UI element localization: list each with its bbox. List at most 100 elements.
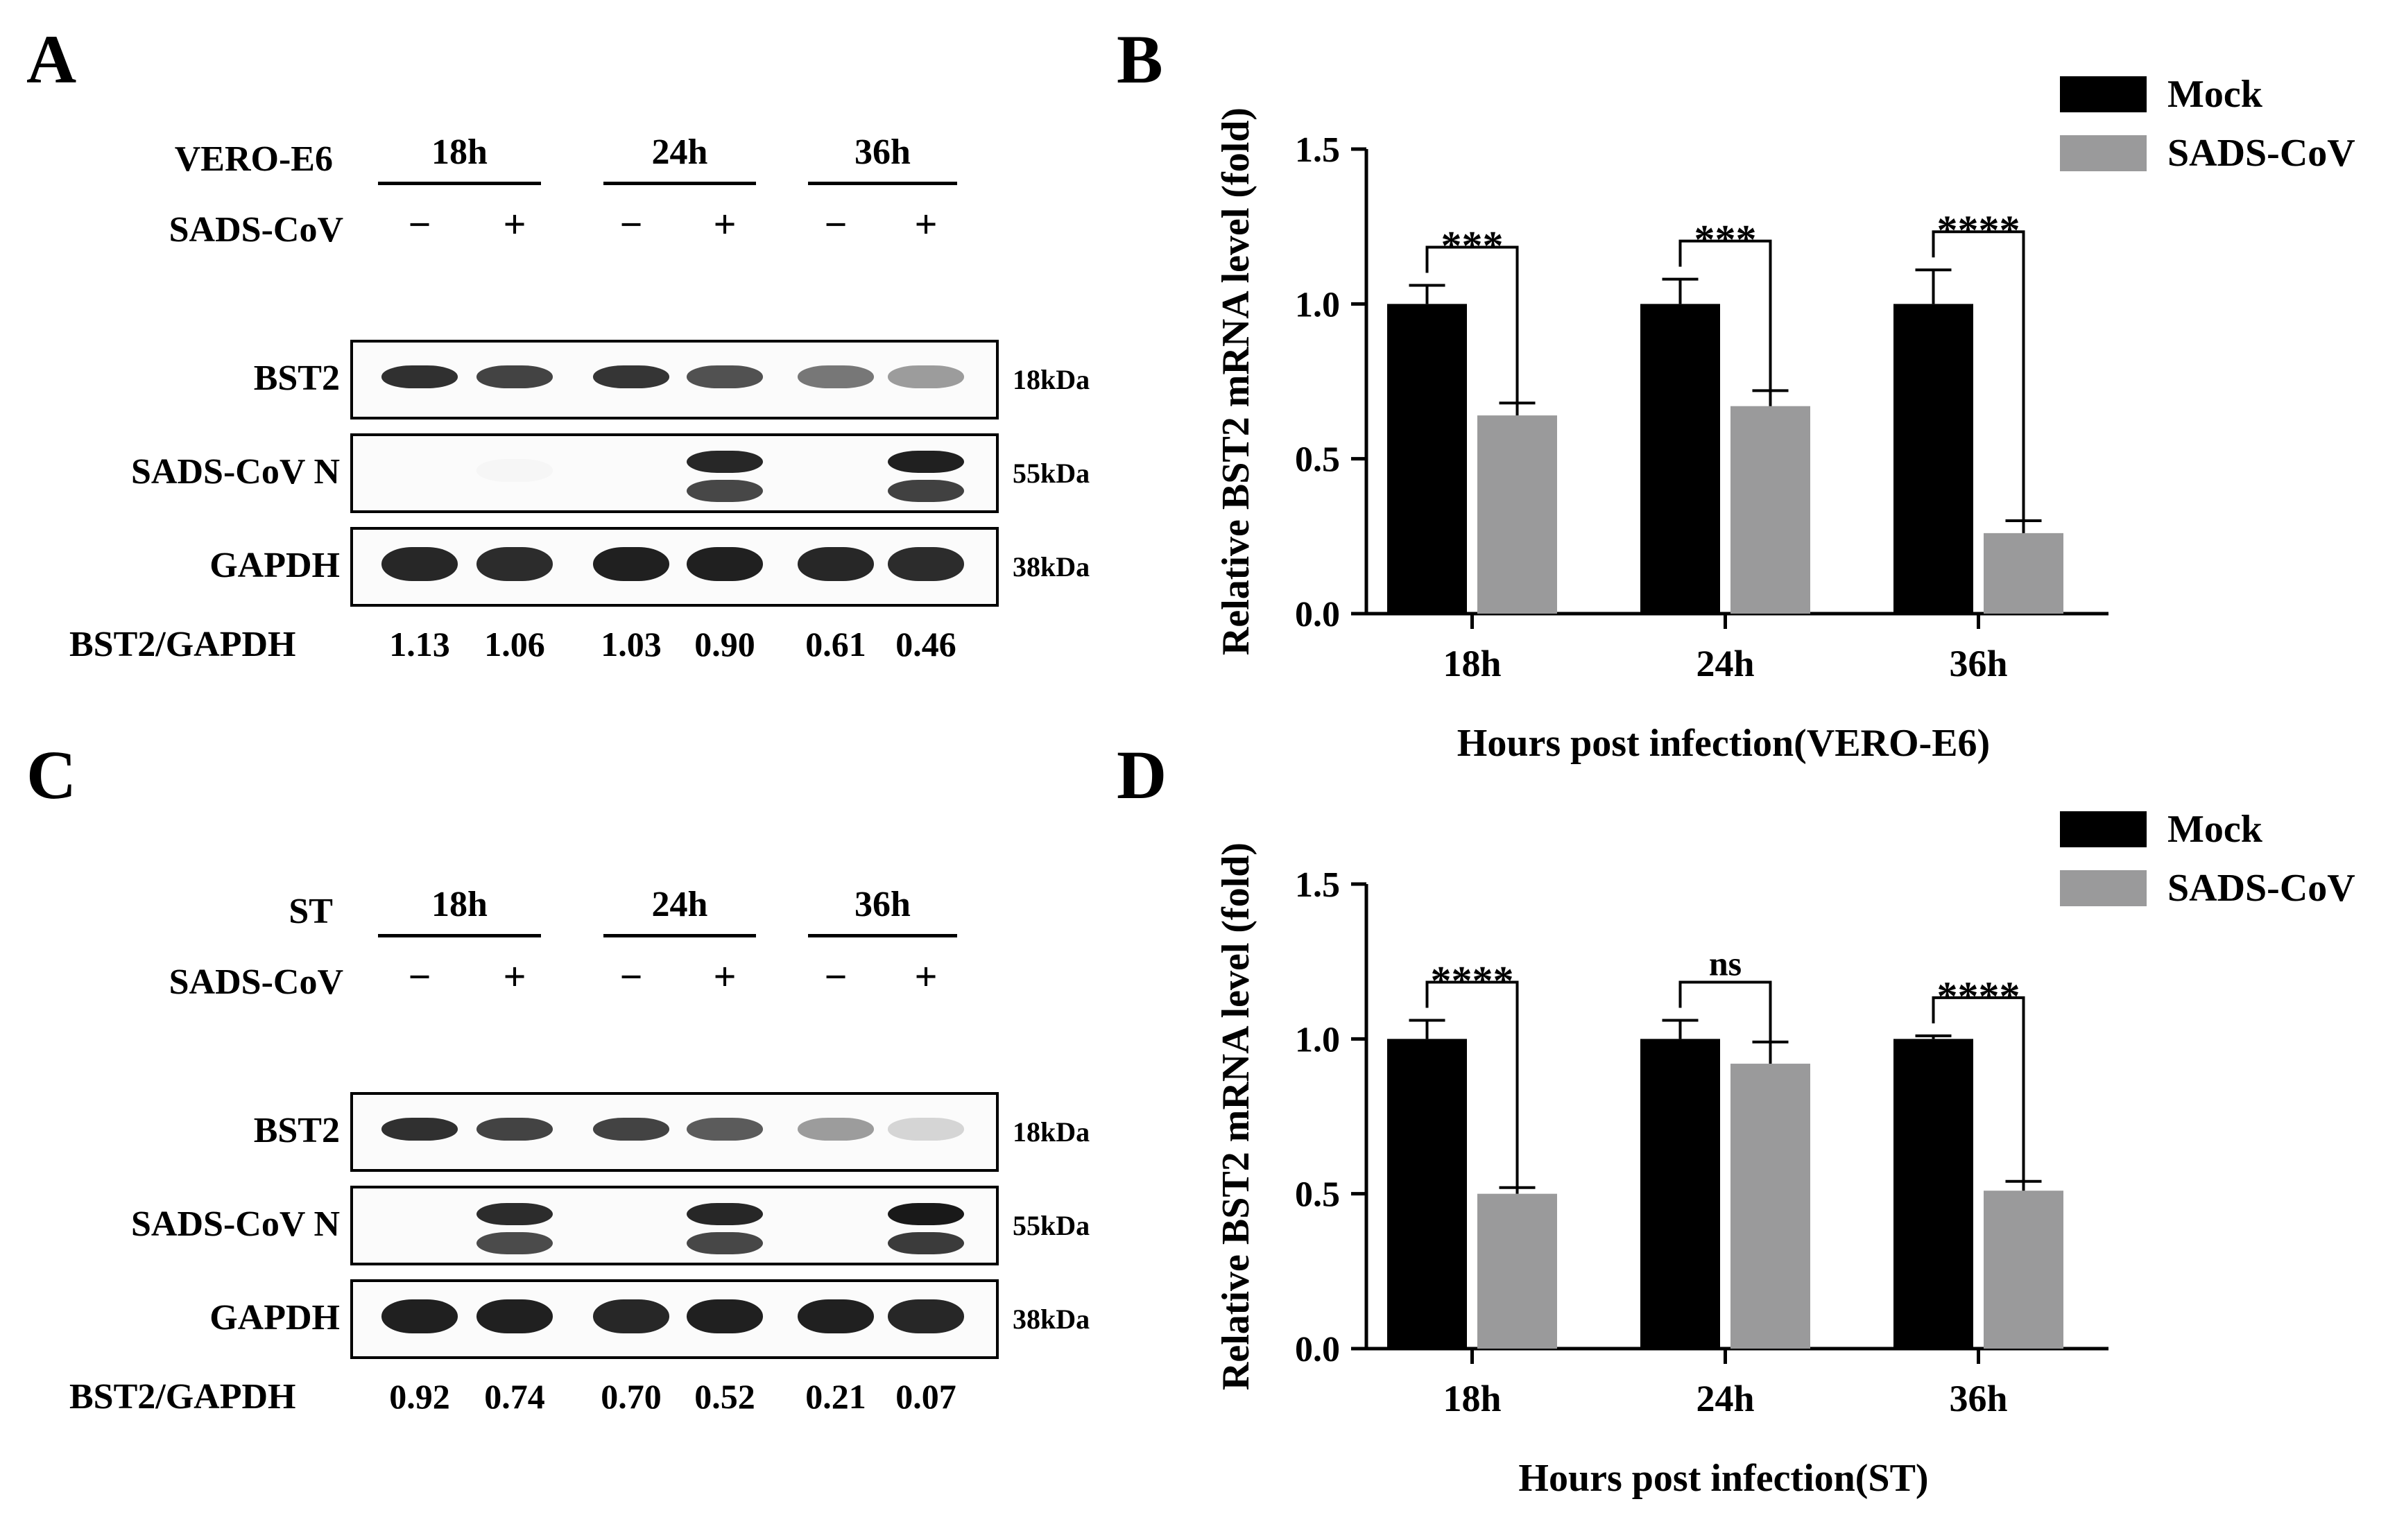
bar-chart-b: 0.0 0.5 1.0 1.5 18h *** 24h *** 36h **** Hours pos… [1214,73,2355,765]
protein-band [798,365,874,388]
time-label: 24h [651,132,708,172]
protein-band [476,1202,553,1225]
treatment-sign: + [503,954,526,999]
blot-label: GAPDH [209,1297,340,1338]
ratio-value: 0.92 [389,1377,450,1416]
x-tick-label: 24h [1696,1378,1754,1419]
molecular-weight-label: 38kDa [1013,1303,1090,1335]
treatment-sign: − [408,954,431,999]
molecular-weight-label: 18kDa [1013,1116,1090,1148]
protein-band [476,1232,553,1255]
time-underline [603,934,756,937]
protein-band [476,365,553,388]
treatment-sign: − [824,954,848,999]
treatment-sign: + [914,202,938,247]
protein-band [888,1118,964,1141]
bar-sads-cov [1730,1064,1810,1349]
significance-bracket [1425,980,1519,1188]
time-underline [603,182,756,185]
ratio-value: 1.06 [484,625,545,664]
blot-box [350,1279,999,1359]
protein-band [888,1299,964,1333]
treatment-label: SADS-CoV [169,962,343,1002]
significance-label: ns [1709,944,1742,983]
ratio-value: 0.52 [694,1377,755,1416]
protein-band [593,1299,669,1333]
protein-band [888,450,964,473]
blot-label: SADS-CoV N [131,1204,340,1244]
y-tick-label: 0.0 [1295,1330,1340,1369]
time-label: 18h [431,885,488,924]
protein-band [687,1202,763,1225]
bar-sads-cov [1730,406,1810,614]
bar-sads-cov [1477,415,1557,614]
legend-swatch [2060,870,2147,906]
x-tick-label: 18h [1443,1378,1501,1419]
y-axis-title: Relative BST2 mRNA level (fold) [1214,107,1257,655]
protein-band [593,365,669,388]
bar-sads-cov [1477,1193,1557,1349]
protein-band [476,547,553,581]
bar-mock [1893,1039,1973,1349]
treatment-sign: − [408,202,431,247]
significance-label: *** [1441,223,1504,269]
blot-box [350,1092,999,1172]
protein-band [476,1299,553,1333]
legend-swatch [2060,135,2147,171]
protein-band [888,365,964,388]
treatment-label: SADS-CoV [169,210,343,250]
ratio-label: BST2/GAPDH [69,625,296,664]
bar-mock [1893,304,1973,614]
protein-band [798,547,874,581]
time-label: 24h [651,885,708,924]
protein-band [888,1232,964,1255]
significance-label: **** [1937,974,2020,1019]
y-tick-label: 0.5 [1295,440,1340,480]
significance-label: *** [1694,217,1757,263]
x-axis-title: Hours post infection(VERO-E6) [1457,722,1990,765]
cell-line-label: VERO-E6 [174,139,333,179]
significance-bracket [1932,996,2025,1186]
blot-box [350,433,999,513]
x-tick-label: 24h [1696,643,1754,684]
protein-band [798,1299,874,1333]
blot-box [350,1186,999,1265]
molecular-weight-label: 18kDa [1013,363,1090,395]
legend-label: SADS-CoV [2167,867,2355,910]
treatment-sign: − [619,954,643,999]
time-label: 18h [431,132,488,172]
protein-band [476,1118,553,1141]
y-tick-label: 1.0 [1295,285,1340,325]
protein-band [476,459,553,482]
ratio-value: 0.61 [805,625,866,664]
x-axis-title: Hours post infection(ST) [1518,1457,1928,1500]
y-axis-title: Relative BST2 mRNA level (fold) [1214,842,1257,1390]
protein-band [798,1118,874,1141]
bar-chart-d: 0.0 0.5 1.0 1.5 18h **** 24h ns 36h **** Hours pos… [1214,808,2355,1500]
legend-swatch [2060,811,2147,847]
significance-label: **** [1937,207,2020,253]
x-tick-label: 36h [1949,643,2007,684]
protein-band [381,365,458,388]
protein-band [687,365,763,388]
panel-letter-c: C [26,736,77,813]
legend-label: Mock [2167,73,2263,116]
molecular-weight-label: 55kDa [1013,457,1090,489]
treatment-sign: + [713,202,737,247]
protein-band [687,1299,763,1333]
protein-band [687,547,763,581]
ratio-value: 1.13 [389,625,450,664]
time-underline [808,182,957,185]
treatment-sign: + [503,202,526,247]
protein-band [593,547,669,581]
bar-mock [1640,1039,1720,1349]
panel-letter-a: A [26,21,77,98]
treatment-sign: + [713,954,737,999]
protein-band [888,1202,964,1225]
ratio-value: 0.74 [484,1377,545,1416]
ratio-value: 0.21 [805,1377,866,1416]
legend-label: SADS-CoV [2167,132,2355,175]
bar-mock [1387,304,1467,614]
ratio-value: 0.70 [601,1377,662,1416]
x-tick-label: 18h [1443,643,1501,684]
